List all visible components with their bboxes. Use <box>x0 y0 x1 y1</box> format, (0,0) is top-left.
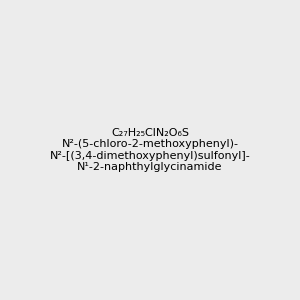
Text: C₂₇H₂₅ClN₂O₆S
N²-(5-chloro-2-methoxyphenyl)-
N²-[(3,4-dimethoxyphenyl)sulfonyl]-: C₂₇H₂₅ClN₂O₆S N²-(5-chloro-2-methoxyphen… <box>50 128 250 172</box>
